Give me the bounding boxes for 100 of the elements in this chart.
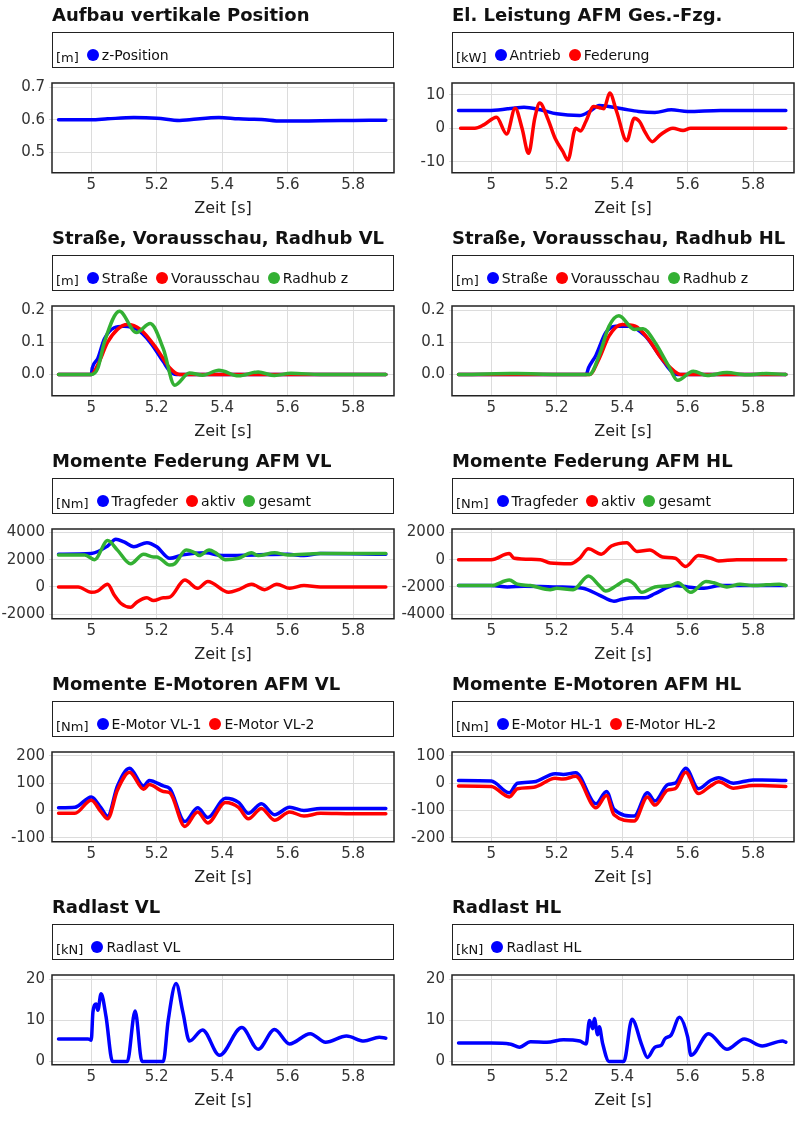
y-tick-label: 20 <box>25 969 45 988</box>
y-tick-label: 0.5 <box>21 142 45 161</box>
x-tick-label: 5.6 <box>275 1066 300 1085</box>
legend-label: Radhub z <box>282 270 349 286</box>
x-axis-title: Zeit [s] <box>194 866 252 886</box>
chart-title: Momente E-Motoren AFM VL <box>52 673 341 694</box>
x-axis-title: Zeit [s] <box>594 1089 652 1109</box>
legend-label: Tragfeder <box>111 493 179 509</box>
x-tick-label: 5 <box>86 174 97 193</box>
x-tick-label: 5.2 <box>144 843 169 862</box>
y-tick-label: 0.0 <box>421 364 445 383</box>
x-axis-title: Zeit [s] <box>194 197 252 217</box>
y-tick-label: -100 <box>10 827 45 846</box>
x-tick-label: 5 <box>86 843 97 862</box>
legend-label: Federung <box>583 47 650 63</box>
x-tick-label: 5 <box>486 397 497 416</box>
x-tick-label: 5 <box>86 620 97 639</box>
x-tick-label: 5 <box>486 843 497 862</box>
x-tick-label: 5.2 <box>144 397 169 416</box>
x-tick-label: 5.6 <box>675 620 700 639</box>
y-tick-label: 0.7 <box>21 77 45 96</box>
legend-label: z-Position <box>101 47 169 63</box>
chart-title: Radlast VL <box>52 896 161 917</box>
y-tick-label: -100 <box>410 800 445 819</box>
x-tick-label: 5.2 <box>144 174 169 193</box>
x-tick-label: 5.4 <box>210 620 235 639</box>
legend-label: E-Motor HL-2 <box>625 716 717 732</box>
chart-title: Straße, Vorausschau, Radhub VL <box>52 227 385 248</box>
legend-label: Radhub z <box>682 270 749 286</box>
x-axis-title: Zeit [s] <box>194 1089 252 1109</box>
y-tick-label: 0.2 <box>21 299 45 318</box>
legend-label: E-Motor VL-1 <box>111 716 202 732</box>
y-tick-label: 2000 <box>406 522 445 541</box>
x-tick-label: 5.8 <box>741 1066 766 1085</box>
x-tick-label: 5.2 <box>544 1066 569 1085</box>
y-tick-label: 0 <box>35 800 45 819</box>
x-tick-label: 5 <box>486 1066 497 1085</box>
x-tick-label: 5.8 <box>741 843 766 862</box>
y-tick-label: 4000 <box>6 522 45 541</box>
x-axis-title: Zeit [s] <box>594 643 652 663</box>
legend-label: E-Motor HL-1 <box>511 716 603 732</box>
y-tick-label: 0.0 <box>21 364 45 383</box>
x-tick-label: 5.4 <box>210 397 235 416</box>
x-tick-label: 5.4 <box>210 1066 235 1085</box>
x-tick-label: 5.4 <box>210 174 235 193</box>
legend-label: Radlast HL <box>506 939 582 955</box>
legend-label: Radlast VL <box>106 939 181 955</box>
x-tick-label: 5.2 <box>144 1066 169 1085</box>
x-tick-label: 5.4 <box>610 1066 635 1085</box>
y-axis-title: [Nm] <box>56 495 89 511</box>
x-tick-label: 5.6 <box>275 174 300 193</box>
y-tick-label: 0.2 <box>421 299 445 318</box>
y-tick-label: 10 <box>425 84 445 103</box>
y-tick-label: 0 <box>35 576 45 595</box>
x-tick-label: 5.8 <box>341 843 366 862</box>
y-tick-label: 0 <box>35 1051 45 1070</box>
y-axis-title: [m] <box>56 49 79 65</box>
x-tick-label: 5.8 <box>741 620 766 639</box>
x-tick-label: 5.2 <box>544 620 569 639</box>
y-tick-label: -10 <box>420 151 445 170</box>
y-tick-label: 0 <box>435 118 445 137</box>
y-axis-title: [m] <box>456 272 479 288</box>
y-tick-label: 200 <box>16 745 45 764</box>
x-tick-label: 5.4 <box>610 620 635 639</box>
x-tick-label: 5.6 <box>675 843 700 862</box>
x-tick-label: 5.2 <box>544 843 569 862</box>
chart-title: Straße, Vorausschau, Radhub HL <box>452 227 786 248</box>
x-axis-title: Zeit [s] <box>594 197 652 217</box>
x-axis-title: Zeit [s] <box>194 420 252 440</box>
x-tick-label: 5.6 <box>275 620 300 639</box>
y-tick-label: 10 <box>25 1010 45 1029</box>
y-axis-title: [m] <box>56 272 79 288</box>
y-tick-label: 10 <box>425 1010 445 1029</box>
chart-title: El. Leistung AFM Ges.-Fzg. <box>452 4 723 25</box>
legend-label: Straße <box>501 270 548 286</box>
chart-title: Momente Federung AFM HL <box>452 450 733 471</box>
legend-label: aktiv <box>201 493 236 509</box>
y-tick-label: 20 <box>425 969 445 988</box>
x-tick-label: 5.8 <box>341 397 366 416</box>
y-tick-label: 2000 <box>6 549 45 568</box>
legend-label: Straße <box>101 270 148 286</box>
x-tick-label: 5.8 <box>341 620 366 639</box>
y-axis-title: [kW] <box>456 49 487 65</box>
x-tick-label: 5.6 <box>675 397 700 416</box>
x-tick-label: 5.2 <box>544 397 569 416</box>
x-tick-label: 5.8 <box>341 174 366 193</box>
x-tick-label: 5 <box>486 620 497 639</box>
x-axis-title: Zeit [s] <box>194 643 252 663</box>
y-axis-title: [Nm] <box>56 718 89 734</box>
y-tick-label: 100 <box>16 773 45 792</box>
chart-title: Radlast HL <box>452 896 562 917</box>
x-tick-label: 5.6 <box>275 843 300 862</box>
y-tick-label: 0 <box>435 549 445 568</box>
x-tick-label: 5.6 <box>675 174 700 193</box>
y-tick-label: -4000 <box>401 604 445 623</box>
chart-title: Momente E-Motoren AFM HL <box>452 673 742 694</box>
y-axis-title: [kN] <box>56 941 84 957</box>
x-tick-label: 5 <box>486 174 497 193</box>
legend-label: gesamt <box>258 493 311 509</box>
x-axis-title: Zeit [s] <box>594 420 652 440</box>
